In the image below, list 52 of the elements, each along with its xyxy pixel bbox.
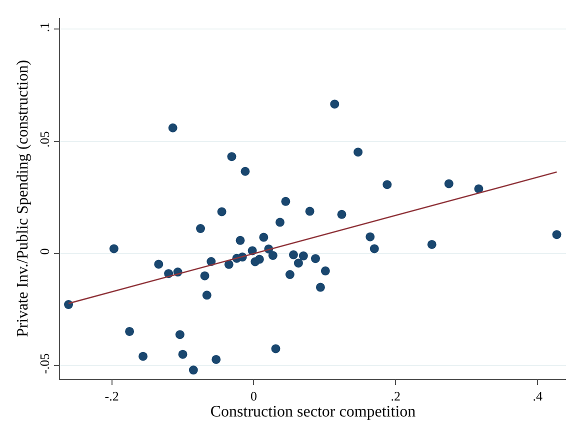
point bbox=[236, 236, 245, 245]
point bbox=[316, 282, 325, 292]
point bbox=[259, 232, 268, 242]
x-tick-label: 0 bbox=[250, 388, 257, 404]
point bbox=[109, 244, 118, 254]
point bbox=[330, 100, 340, 109]
point bbox=[212, 354, 221, 364]
point bbox=[271, 344, 280, 354]
point bbox=[276, 218, 284, 227]
point bbox=[268, 250, 278, 260]
y-tick-label: 0 bbox=[36, 248, 52, 255]
point bbox=[224, 260, 234, 269]
point bbox=[444, 179, 454, 188]
point bbox=[227, 152, 236, 162]
y-tick-label: -.05 bbox=[36, 353, 52, 374]
point bbox=[175, 330, 184, 340]
point bbox=[281, 196, 290, 206]
point bbox=[370, 244, 379, 254]
point bbox=[474, 184, 484, 194]
point bbox=[196, 224, 206, 234]
point bbox=[337, 210, 346, 219]
point bbox=[285, 270, 294, 280]
point bbox=[138, 352, 148, 361]
point bbox=[200, 271, 210, 280]
point bbox=[298, 251, 308, 260]
point bbox=[168, 123, 178, 132]
point bbox=[354, 148, 363, 157]
point bbox=[382, 180, 392, 190]
x-axis-title: Construction sector competition bbox=[210, 404, 416, 421]
y-axis-title: Private Inv./Public Spending (construction) bbox=[14, 60, 32, 338]
point bbox=[154, 260, 164, 269]
point bbox=[178, 350, 188, 359]
point bbox=[288, 250, 298, 260]
x-tick-label: .4 bbox=[532, 388, 543, 404]
point bbox=[552, 230, 562, 240]
y-tick-label: .05 bbox=[36, 131, 52, 148]
point bbox=[188, 366, 198, 375]
point bbox=[305, 206, 314, 216]
point bbox=[366, 232, 375, 242]
point bbox=[217, 207, 226, 216]
point bbox=[202, 290, 212, 300]
point bbox=[320, 266, 330, 276]
x-tick-label: .2 bbox=[390, 388, 401, 404]
x-tick-label: -.2 bbox=[104, 388, 119, 404]
point bbox=[310, 254, 320, 264]
point bbox=[64, 300, 74, 310]
point bbox=[240, 166, 250, 176]
point bbox=[427, 240, 436, 249]
y-tick-label: .1 bbox=[36, 22, 52, 32]
point bbox=[254, 254, 264, 264]
point bbox=[294, 258, 303, 268]
point bbox=[125, 326, 134, 336]
